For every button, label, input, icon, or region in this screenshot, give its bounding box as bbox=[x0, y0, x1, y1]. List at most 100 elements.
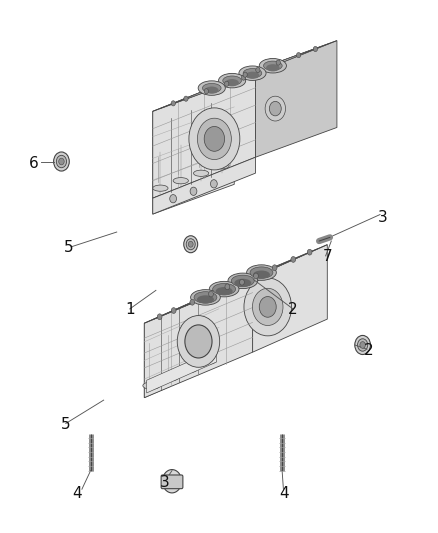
Text: 7: 7 bbox=[323, 249, 332, 264]
Ellipse shape bbox=[143, 382, 160, 389]
Polygon shape bbox=[153, 82, 234, 198]
Ellipse shape bbox=[223, 76, 241, 85]
Ellipse shape bbox=[153, 185, 168, 191]
Polygon shape bbox=[253, 245, 327, 352]
Ellipse shape bbox=[215, 287, 233, 295]
Circle shape bbox=[313, 46, 318, 52]
Ellipse shape bbox=[214, 163, 229, 169]
Circle shape bbox=[291, 256, 296, 262]
Circle shape bbox=[357, 339, 368, 351]
Circle shape bbox=[204, 88, 208, 94]
Circle shape bbox=[225, 81, 229, 86]
Ellipse shape bbox=[173, 177, 188, 184]
Text: 1: 1 bbox=[125, 303, 134, 318]
Ellipse shape bbox=[247, 265, 276, 280]
Circle shape bbox=[188, 241, 193, 247]
Ellipse shape bbox=[266, 64, 279, 71]
Circle shape bbox=[190, 187, 197, 196]
Circle shape bbox=[240, 279, 244, 285]
Circle shape bbox=[190, 300, 195, 305]
Ellipse shape bbox=[250, 267, 273, 278]
Circle shape bbox=[243, 72, 247, 77]
Circle shape bbox=[254, 273, 258, 279]
Ellipse shape bbox=[234, 279, 251, 287]
FancyBboxPatch shape bbox=[161, 475, 183, 489]
Text: 5: 5 bbox=[61, 417, 71, 432]
Ellipse shape bbox=[194, 170, 209, 176]
Circle shape bbox=[211, 180, 217, 188]
Ellipse shape bbox=[228, 273, 258, 288]
Polygon shape bbox=[153, 70, 255, 198]
Text: 4: 4 bbox=[73, 486, 82, 501]
Circle shape bbox=[198, 118, 231, 159]
Circle shape bbox=[225, 284, 230, 289]
Circle shape bbox=[170, 195, 177, 203]
Circle shape bbox=[57, 155, 67, 168]
Ellipse shape bbox=[246, 71, 259, 79]
Ellipse shape bbox=[197, 295, 214, 304]
Ellipse shape bbox=[209, 281, 239, 297]
Circle shape bbox=[307, 249, 312, 255]
Ellipse shape bbox=[253, 271, 270, 279]
Text: 2: 2 bbox=[288, 303, 298, 318]
Ellipse shape bbox=[202, 84, 221, 93]
Circle shape bbox=[185, 325, 212, 358]
Circle shape bbox=[269, 101, 281, 116]
Circle shape bbox=[259, 296, 276, 317]
Circle shape bbox=[276, 60, 280, 65]
Circle shape bbox=[59, 158, 64, 165]
Ellipse shape bbox=[259, 59, 286, 73]
Circle shape bbox=[189, 108, 240, 170]
Polygon shape bbox=[154, 249, 318, 319]
Circle shape bbox=[360, 342, 365, 348]
Ellipse shape bbox=[191, 289, 220, 305]
Ellipse shape bbox=[199, 357, 216, 365]
Polygon shape bbox=[153, 168, 234, 214]
Ellipse shape bbox=[180, 366, 197, 373]
Circle shape bbox=[171, 308, 176, 313]
Text: 3: 3 bbox=[160, 475, 170, 490]
Polygon shape bbox=[144, 278, 253, 398]
Ellipse shape bbox=[194, 292, 217, 303]
Ellipse shape bbox=[205, 86, 219, 94]
Circle shape bbox=[177, 316, 220, 367]
Ellipse shape bbox=[219, 74, 246, 88]
Circle shape bbox=[241, 75, 246, 80]
Circle shape bbox=[252, 288, 283, 326]
Polygon shape bbox=[161, 44, 329, 108]
Circle shape bbox=[186, 239, 195, 250]
Circle shape bbox=[265, 96, 286, 121]
Circle shape bbox=[171, 101, 175, 106]
Circle shape bbox=[355, 335, 371, 354]
Circle shape bbox=[256, 68, 260, 72]
Circle shape bbox=[204, 126, 225, 151]
Circle shape bbox=[184, 236, 198, 253]
Circle shape bbox=[53, 152, 69, 171]
Circle shape bbox=[272, 265, 277, 271]
Text: 3: 3 bbox=[377, 210, 387, 225]
Ellipse shape bbox=[198, 81, 225, 95]
Ellipse shape bbox=[264, 61, 282, 70]
Polygon shape bbox=[153, 157, 255, 214]
Text: 2: 2 bbox=[364, 343, 374, 358]
Polygon shape bbox=[144, 290, 219, 398]
Ellipse shape bbox=[243, 69, 262, 78]
Ellipse shape bbox=[213, 284, 236, 295]
Text: 4: 4 bbox=[279, 486, 289, 501]
Ellipse shape bbox=[225, 79, 239, 86]
Polygon shape bbox=[147, 349, 217, 393]
Polygon shape bbox=[153, 41, 337, 111]
Circle shape bbox=[244, 278, 292, 336]
Polygon shape bbox=[144, 245, 327, 323]
Ellipse shape bbox=[162, 374, 178, 381]
Circle shape bbox=[157, 314, 162, 320]
Ellipse shape bbox=[231, 275, 254, 287]
Polygon shape bbox=[255, 41, 337, 157]
Text: 6: 6 bbox=[29, 156, 39, 171]
Circle shape bbox=[297, 53, 301, 58]
Text: 5: 5 bbox=[64, 240, 74, 255]
Circle shape bbox=[208, 291, 213, 297]
Circle shape bbox=[162, 470, 182, 493]
Ellipse shape bbox=[239, 66, 266, 80]
Circle shape bbox=[184, 96, 188, 101]
